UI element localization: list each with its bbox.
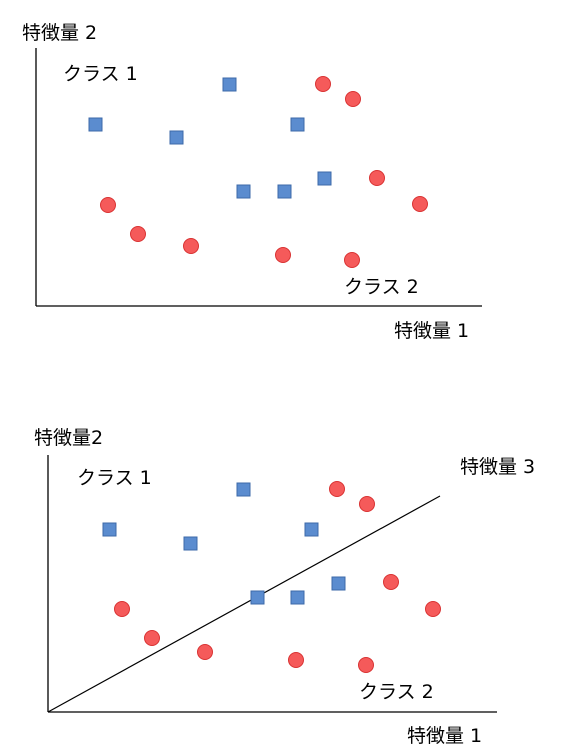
class1-square — [317, 171, 332, 186]
class2-circle — [412, 196, 428, 212]
top-class1-points — [88, 77, 332, 199]
class2-circle — [275, 247, 291, 263]
bottom-class2-label: クラス 2 — [359, 681, 434, 703]
bottom-x-axis-label: 特徴量 1 — [407, 725, 482, 747]
feature3-label: 特徴量 3 — [460, 456, 535, 478]
class1-square — [236, 482, 251, 497]
bottom-class1-label: クラス 1 — [77, 467, 152, 489]
class1-square — [277, 184, 292, 199]
class2-circle — [183, 238, 199, 254]
top-class1-label: クラス 1 — [63, 63, 138, 85]
class2-circle — [144, 630, 160, 646]
class2-circle — [100, 197, 116, 213]
top-y-axis-label: 特徴量 2 — [22, 22, 97, 44]
class1-square — [183, 536, 198, 551]
class1-square — [169, 130, 184, 145]
class1-square — [304, 522, 319, 537]
top-class2-points — [100, 76, 428, 268]
bottom-panel: 特徴量2 特徴量 1 特徴量 3 クラス 1 クラス 2 — [34, 427, 535, 747]
class2-circle — [359, 496, 375, 512]
class2-circle — [114, 601, 130, 617]
class2-circle — [425, 601, 441, 617]
class1-square — [331, 576, 346, 591]
bottom-y-axis-label: 特徴量2 — [34, 427, 103, 449]
top-class2-label: クラス 2 — [344, 276, 419, 298]
class2-circle — [358, 657, 374, 673]
class2-circle — [130, 226, 146, 242]
class2-circle — [315, 76, 331, 92]
bottom-class1-points — [102, 482, 346, 605]
class2-circle — [329, 481, 345, 497]
feature3-axis-line — [47, 495, 441, 713]
class1-square — [102, 522, 117, 537]
class1-square — [236, 184, 251, 199]
class1-square — [222, 77, 237, 92]
class2-circle — [344, 252, 360, 268]
bottom-class2-points — [114, 481, 441, 673]
class1-square — [290, 590, 305, 605]
class2-circle — [345, 91, 361, 107]
class1-square — [250, 590, 265, 605]
top-panel: 特徴量 2 特徴量 1 クラス 1 クラス 2 — [22, 22, 482, 342]
class2-circle — [288, 652, 304, 668]
top-x-axis-label: 特徴量 1 — [394, 320, 469, 342]
class2-circle — [197, 644, 213, 660]
class2-circle — [369, 170, 385, 186]
class1-square — [88, 117, 103, 132]
class1-square — [290, 117, 305, 132]
class2-circle — [383, 574, 399, 590]
